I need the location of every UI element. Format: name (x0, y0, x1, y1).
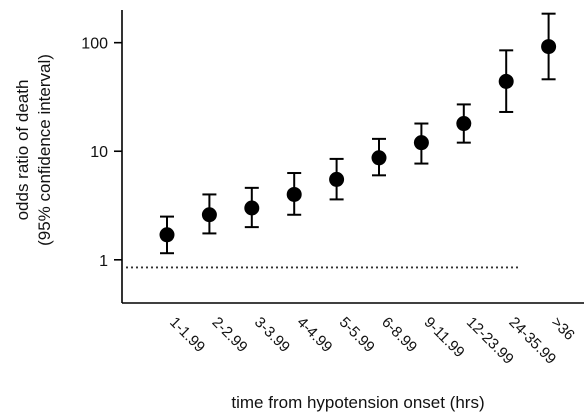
data-point (286, 186, 302, 202)
data-point (498, 73, 514, 89)
data-point-group (286, 172, 302, 216)
y-axis-title-line: (95% confidence interval) (35, 54, 54, 246)
axes (121, 10, 584, 304)
data-point-group (456, 103, 472, 144)
data-point-group (413, 122, 429, 165)
x-tick-label: 6-8.99 (378, 314, 420, 356)
y-tick-label: 10 (90, 144, 108, 161)
y-axis-title-line: odds ratio of death (13, 80, 32, 221)
y-axis-title: odds ratio of death (95% confidence inter… (13, 54, 54, 246)
x-axis-title: time from hypotension onset (hrs) (231, 393, 484, 412)
x-tick-label: 9-11.99 (421, 314, 468, 361)
data-point-group (541, 12, 557, 81)
data-point (159, 227, 175, 243)
data-point-group (371, 137, 387, 177)
data-point (201, 207, 217, 223)
data-point (456, 116, 472, 132)
data-point (371, 150, 387, 166)
x-ticks: 1-1.99 2-2.99 3-3.99 4-4.99 5-5.99 6-8.99 9-11… (166, 314, 578, 368)
y-tick-label: 100 (81, 36, 108, 53)
x-tick-label: >36 (548, 314, 578, 344)
x-tick-label: 3-3.99 (251, 314, 293, 356)
data-point (413, 135, 429, 151)
data-point-group (201, 193, 217, 235)
data-points (159, 12, 557, 255)
data-point (329, 171, 345, 187)
x-tick-label: 2-2.99 (209, 314, 251, 356)
x-tick-label: 5-5.99 (336, 314, 378, 356)
x-tick-label: 4-4.99 (293, 314, 335, 356)
data-point-group (498, 49, 514, 113)
data-point-group (329, 157, 345, 201)
x-tick-label: 1-1.99 (166, 314, 208, 356)
y-ticks: 1 10 100 (81, 36, 122, 270)
data-point-group (244, 186, 260, 229)
data-point-group (159, 215, 175, 255)
data-point (541, 39, 557, 55)
data-point (244, 200, 260, 216)
y-tick-label: 1 (99, 253, 108, 270)
